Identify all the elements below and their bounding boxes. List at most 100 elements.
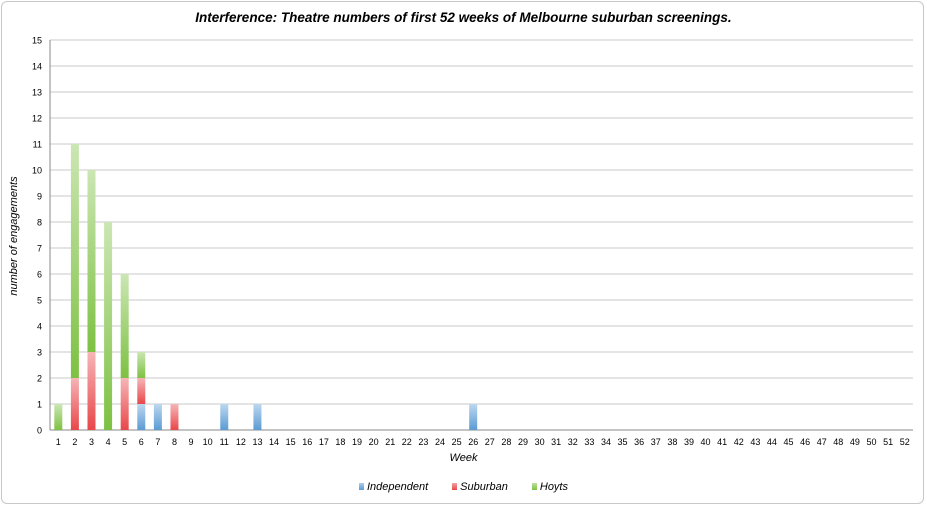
- bar-hoyts-week-2: [70, 144, 79, 378]
- legend-item-suburban: Suburban: [452, 481, 508, 493]
- x-tick-label: 20: [369, 437, 379, 447]
- x-tick-label: 45: [784, 437, 794, 447]
- x-tick-labels: 1 2 3 4 5 6 7 8 9 10 11 12 13 14 15 16 17 18 19 20 21 22 23 24 2…: [56, 437, 910, 447]
- bar-independent-week-7: [153, 404, 162, 430]
- bar-hoyts-week-1: [54, 404, 63, 430]
- y-tick-label: 8: [37, 218, 42, 228]
- x-tick-label: 14: [269, 437, 279, 447]
- bar-hoyts-week-4: [104, 222, 113, 430]
- legend-swatch: [452, 483, 458, 490]
- x-tick-label: 40: [701, 437, 711, 447]
- x-tick-label: 33: [584, 437, 594, 447]
- legend-swatch: [531, 483, 537, 490]
- y-tick-label: 1: [37, 400, 42, 410]
- x-tick-label: 4: [106, 437, 111, 447]
- x-tick-label: 2: [72, 437, 77, 447]
- x-tick-label: 43: [750, 437, 760, 447]
- bar-suburban-week-8: [170, 404, 179, 430]
- x-tick-label: 37: [651, 437, 661, 447]
- y-tick-label: 13: [32, 88, 42, 98]
- bar-suburban-week-6: [137, 378, 146, 404]
- x-tick-label: 48: [833, 437, 843, 447]
- bar-suburban-week-2: [70, 378, 79, 430]
- x-tick-label: 6: [139, 437, 144, 447]
- bar-independent-week-11: [220, 404, 229, 430]
- bar-hoyts-week-5: [120, 274, 129, 378]
- x-tick-label: 21: [385, 437, 395, 447]
- x-tick-label: 3: [89, 437, 94, 447]
- legend-label: Hoyts: [539, 481, 568, 493]
- x-tick-label: 10: [203, 437, 213, 447]
- x-tick-label: 39: [684, 437, 694, 447]
- y-tick-label: 5: [37, 296, 42, 306]
- x-tick-label: 29: [518, 437, 528, 447]
- x-tick-label: 52: [900, 437, 910, 447]
- x-tick-label: 13: [252, 437, 262, 447]
- x-tick-label: 30: [535, 437, 545, 447]
- bar-independent-week-26: [469, 404, 478, 430]
- x-tick-label: 18: [335, 437, 345, 447]
- y-tick-label: 7: [37, 244, 42, 254]
- x-tick-label: 51: [883, 437, 893, 447]
- y-tick-label: 12: [32, 114, 42, 124]
- x-tick-label: 1: [56, 437, 61, 447]
- legend-item-hoyts: Hoyts: [531, 481, 568, 493]
- legend-label: Suburban: [460, 481, 508, 493]
- x-tick-label: 49: [850, 437, 860, 447]
- legend-swatch: [358, 483, 364, 490]
- y-tick-label: 0: [37, 426, 42, 436]
- x-tick-label: 15: [286, 437, 296, 447]
- x-tick-label: 31: [551, 437, 561, 447]
- bars: [54, 144, 478, 430]
- x-tick-label: 41: [717, 437, 727, 447]
- x-tick-label: 11: [220, 437, 229, 447]
- x-tick-label: 32: [568, 437, 578, 447]
- x-tick-label: 22: [402, 437, 412, 447]
- y-tick-label: 2: [37, 374, 42, 384]
- x-tick-label: 38: [667, 437, 677, 447]
- x-tick-label: 46: [800, 437, 810, 447]
- y-tick-label: 11: [33, 140, 42, 150]
- x-tick-label: 23: [418, 437, 428, 447]
- bar-independent-week-13: [253, 404, 262, 430]
- x-tick-label: 50: [867, 437, 877, 447]
- x-tick-label: 28: [501, 437, 511, 447]
- x-tick-label: 17: [319, 437, 329, 447]
- x-tick-label: 44: [767, 437, 777, 447]
- x-tick-label: 9: [189, 437, 194, 447]
- legend-label: Independent: [366, 481, 429, 493]
- x-tick-label: 12: [236, 437, 246, 447]
- y-tick-label: 4: [37, 322, 42, 332]
- bar-hoyts-week-6: [137, 352, 146, 378]
- x-tick-label: 34: [601, 437, 611, 447]
- y-tick-label: 9: [37, 192, 42, 202]
- legend-item-independent: Independent: [358, 481, 429, 493]
- legend: Independent Suburban Hoyts: [0, 481, 927, 493]
- x-tick-label: 25: [452, 437, 462, 447]
- y-tick-label: 6: [37, 270, 42, 280]
- x-tick-label: 7: [155, 437, 160, 447]
- x-tick-label: 16: [302, 437, 312, 447]
- x-axis-label: Week: [449, 452, 478, 464]
- y-tick-label: 14: [32, 62, 42, 72]
- bar-suburban-week-5: [120, 378, 129, 430]
- x-tick-label: 5: [122, 437, 127, 447]
- x-tick-label: 36: [634, 437, 644, 447]
- y-tick-label: 3: [37, 348, 42, 358]
- x-tick-label: 8: [172, 437, 177, 447]
- bar-independent-week-6: [137, 404, 146, 430]
- x-tick-label: 26: [468, 437, 478, 447]
- x-tick-label: 27: [485, 437, 495, 447]
- x-tick-label: 35: [618, 437, 628, 447]
- y-tick-label: 10: [32, 166, 42, 176]
- x-tick-label: 42: [734, 437, 744, 447]
- x-tick-label: 24: [435, 437, 445, 447]
- y-tick-label: 15: [32, 36, 42, 46]
- bar-hoyts-week-3: [87, 170, 96, 352]
- gridlines: [49, 39, 913, 431]
- bar-suburban-week-3: [87, 352, 96, 430]
- x-tick-label: 19: [352, 437, 362, 447]
- x-tick-label: 47: [817, 437, 827, 447]
